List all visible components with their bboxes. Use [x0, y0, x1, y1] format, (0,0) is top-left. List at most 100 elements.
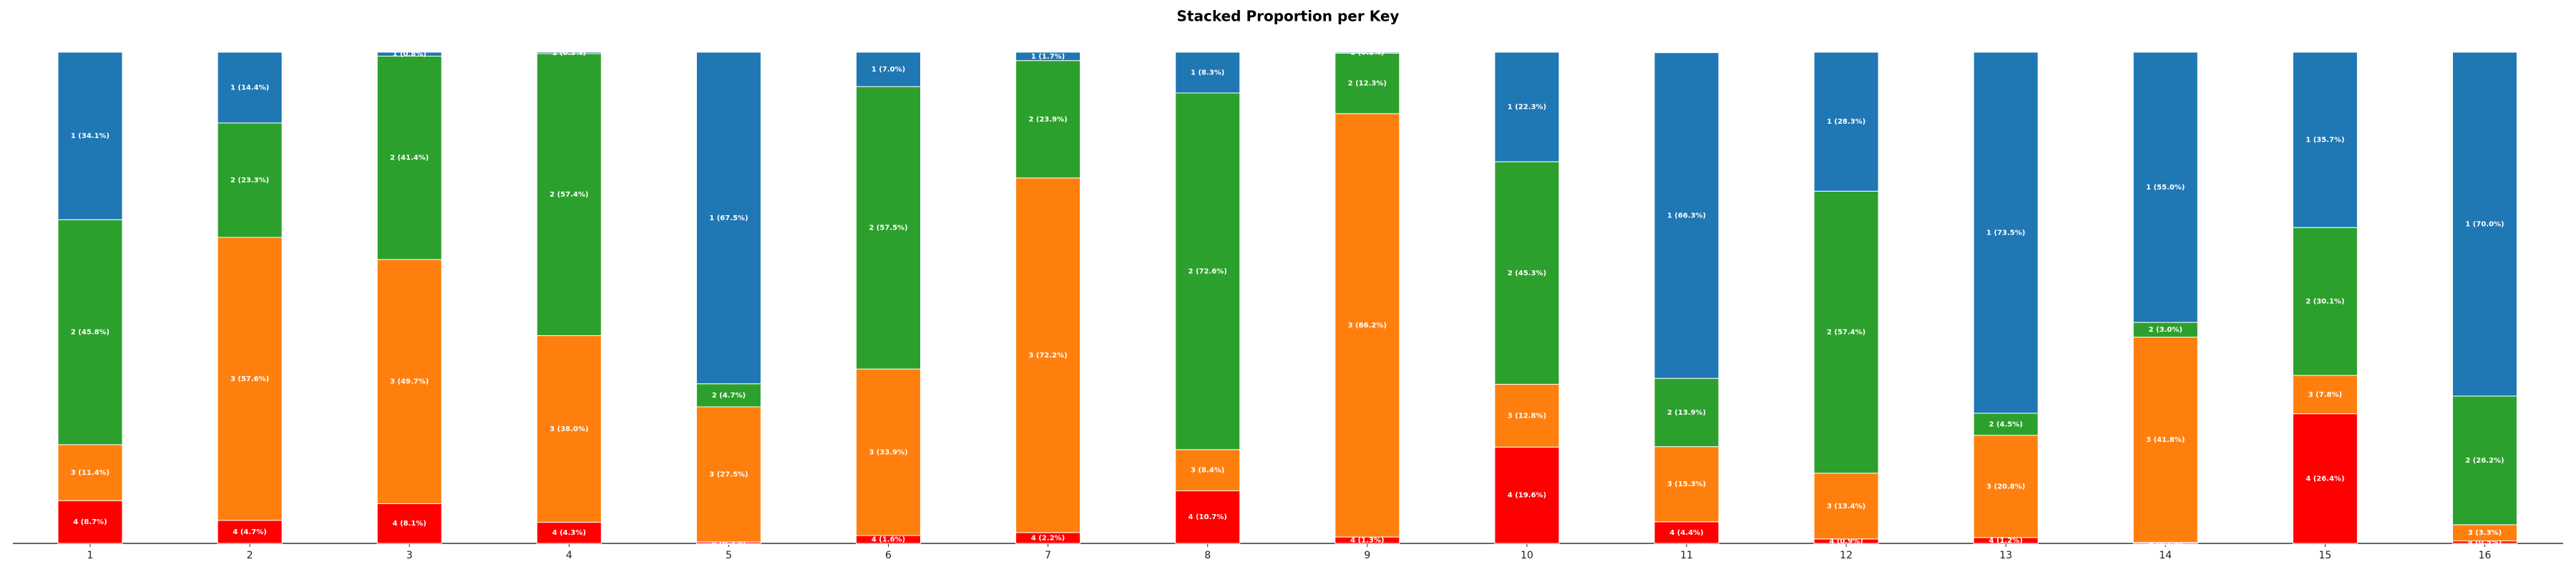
value-label: 4 (1.3%): [1350, 537, 1384, 545]
value-label: 4 (4.7%): [233, 528, 266, 536]
bar-segment: [217, 520, 283, 544]
value-label: 1 (70.0%): [2465, 220, 2504, 228]
bar-segment: [1335, 113, 1400, 538]
bar-segment: [57, 219, 123, 445]
value-label: 4 (2.2%): [1031, 534, 1065, 542]
bar-segment: [1654, 52, 1719, 379]
bar-segment: [1973, 435, 2039, 538]
bar-segment: [376, 55, 442, 260]
value-label: 1 (28.3%): [1827, 118, 1865, 126]
value-label: 1 (14.4%): [230, 84, 269, 92]
bar-segment: [57, 51, 123, 220]
value-label: 2 (57.4%): [550, 191, 588, 199]
bar-segment: [1175, 490, 1241, 544]
bar-segment: [376, 503, 442, 544]
value-label: 3 (72.2%): [1028, 352, 1067, 360]
value-label: 2 (4.5%): [1989, 420, 2023, 428]
value-label: 2 (45.8%): [71, 329, 109, 337]
bar-segment: [2452, 395, 2517, 526]
bar-segment: [1654, 378, 1719, 448]
value-label: 3 (33.9%): [869, 449, 907, 457]
bar-segment: [2132, 336, 2198, 543]
value-label: 4 (19.6%): [1508, 492, 1546, 500]
x-tick-label: 15: [2318, 550, 2331, 561]
x-tick-label: 3: [406, 550, 413, 561]
value-label: 1 (1.7%): [1031, 53, 1065, 61]
value-label: 1 (66.3%): [1667, 212, 1706, 220]
bar-segment: [1973, 51, 2039, 414]
value-label: 2 (13.9%): [1667, 409, 1706, 417]
value-label: 1 (0.3%): [552, 49, 586, 57]
value-label: 2 (23.3%): [230, 177, 269, 184]
value-label: 1 (67.5%): [709, 214, 748, 222]
bar-segment: [856, 86, 921, 370]
bar-segment: [1335, 52, 1400, 114]
bar-segment: [1175, 449, 1241, 491]
x-tick-label: 6: [885, 550, 892, 561]
value-label: 3 (13.4%): [1827, 503, 1865, 511]
value-label: 2 (12.3%): [1348, 80, 1387, 88]
value-label: 1 (55.0%): [2146, 184, 2185, 192]
value-label: 4 (0.9%): [1829, 538, 1863, 546]
bar-segment: [536, 51, 602, 54]
value-label: 1 (8.3%): [1191, 69, 1224, 77]
bar-segment: [217, 51, 283, 124]
value-label: 1 (0.8%): [393, 51, 426, 59]
value-label: 2 (41.4%): [390, 154, 429, 162]
bar-segment: [217, 122, 283, 238]
value-label: 3 (8.4%): [1191, 467, 1224, 475]
value-label: 3 (12.8%): [1508, 412, 1546, 420]
value-label: 3 (41.8%): [2146, 436, 2185, 444]
x-tick-label: 4: [566, 550, 572, 561]
value-label: 2 (45.3%): [1508, 270, 1546, 277]
value-label: 1 (34.1%): [71, 132, 109, 140]
bar-segment: [856, 368, 921, 536]
bar-segment: [856, 51, 921, 87]
x-tick-label: 14: [2159, 550, 2172, 561]
value-label: 4 (0.3%): [712, 539, 746, 547]
value-label: 3 (11.4%): [71, 469, 109, 477]
chart-title: Stacked Proportion per Key: [1177, 8, 1400, 25]
value-label: 1 (22.3%): [1508, 104, 1546, 112]
bar-segment: [2292, 227, 2358, 376]
x-tick-label: 7: [1045, 550, 1051, 561]
value-label: 3 (3.3%): [2468, 529, 2502, 537]
bar-segment: [1973, 413, 2039, 436]
bar-segment: [2292, 51, 2358, 228]
bar-segment: [696, 383, 761, 408]
bar-segment: [1335, 51, 1400, 54]
value-label: 3 (49.7%): [390, 378, 429, 386]
x-tick-label: 13: [1999, 550, 2012, 561]
x-tick-label: 9: [1364, 550, 1370, 561]
bar-segment: [57, 500, 123, 544]
value-label: 4 (4.4%): [1669, 529, 1703, 537]
value-label: 3 (27.5%): [709, 470, 748, 478]
bar-segment: [1494, 161, 1560, 385]
bar-segment: [1654, 446, 1719, 523]
value-label: 2 (57.4%): [1827, 329, 1865, 337]
value-label: 1 (7.0%): [872, 66, 905, 74]
value-label: 2 (4.7%): [712, 392, 746, 400]
value-label: 3 (38.0%): [550, 425, 588, 433]
bar-segment: [1175, 51, 1241, 94]
value-label: 1 (35.7%): [2306, 137, 2344, 144]
value-label: 2 (72.6%): [1189, 267, 1227, 275]
x-tick-label: 1: [87, 550, 94, 561]
value-label: 2 (26.2%): [2465, 457, 2504, 465]
x-tick-label: 12: [1840, 550, 1853, 561]
value-label: 4 (1.6%): [872, 536, 905, 544]
x-tick-label: 2: [247, 550, 253, 561]
bar-segment: [376, 51, 442, 56]
value-label: 2 (3.0%): [2149, 326, 2182, 334]
value-label: 3 (20.8%): [1986, 483, 2025, 490]
bar-segment: [536, 521, 602, 544]
value-label: 1 (73.5%): [1986, 229, 2025, 237]
value-label: 2 (30.1%): [2306, 298, 2344, 306]
value-label: 3 (86.2%): [1348, 322, 1387, 330]
bar-segment: [2452, 51, 2517, 397]
value-label: 3 (57.6%): [230, 375, 269, 383]
bar-segment: [1494, 51, 1560, 162]
bar-segment: [1654, 521, 1719, 544]
